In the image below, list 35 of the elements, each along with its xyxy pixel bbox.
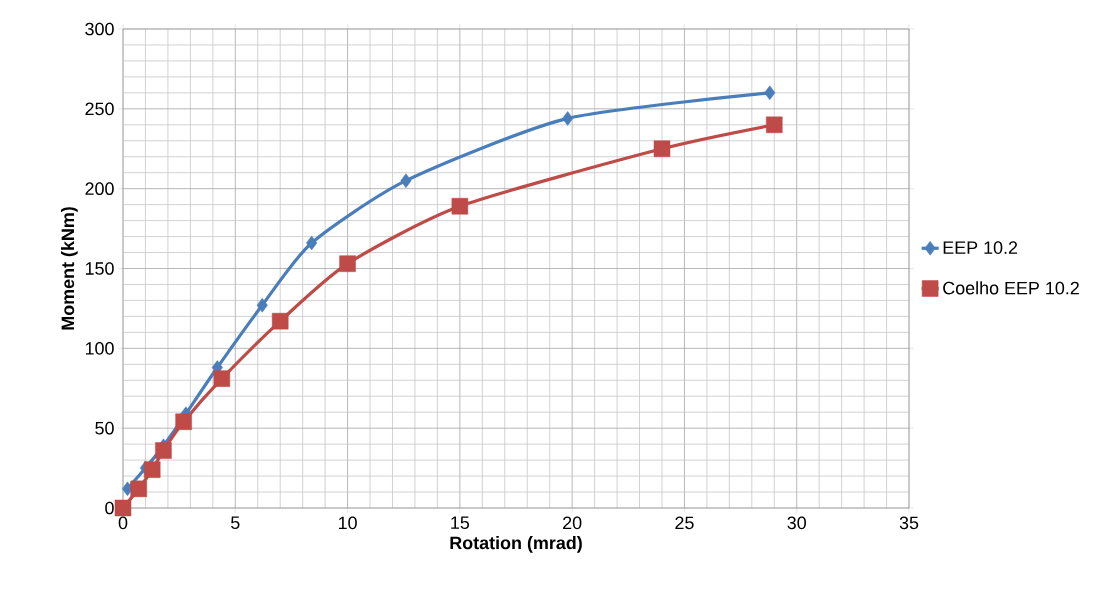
point <box>451 197 469 215</box>
y-tick-label: 200 <box>85 182 114 196</box>
point <box>764 85 776 101</box>
point <box>213 370 231 387</box>
y-axis-title: Moment (kNm) <box>61 207 78 330</box>
x-tick-label: 15 <box>451 516 470 530</box>
x-tick-label: 30 <box>787 516 806 530</box>
legend-label: Coelho EEP 10.2 <box>943 281 1079 295</box>
point <box>766 116 783 134</box>
y-tick-label: 150 <box>85 262 114 275</box>
point <box>155 442 172 459</box>
point <box>562 111 574 126</box>
point <box>400 173 412 188</box>
x-tick-label: 5 <box>231 516 240 530</box>
point <box>653 140 671 157</box>
x-axis-title: Rotation (mrad) <box>450 536 582 553</box>
y-tick-label: 250 <box>85 102 114 116</box>
point <box>271 312 289 330</box>
point <box>306 235 318 251</box>
x-tick-label: 20 <box>563 516 582 530</box>
point <box>339 255 356 272</box>
point <box>130 480 147 498</box>
point <box>114 499 132 517</box>
point <box>175 413 192 431</box>
x-tick-label: 35 <box>899 516 919 530</box>
x-tick-label: 0 <box>118 516 128 530</box>
x-tick-label: 25 <box>675 516 694 530</box>
y-tick-label: 100 <box>85 341 114 355</box>
y-tick-label: 0 <box>105 501 114 515</box>
legend-label: EEP 10.2 <box>943 241 1018 254</box>
y-tick-label: 50 <box>95 421 114 435</box>
x-tick-label: 10 <box>338 516 357 530</box>
y-tick-label: 300 <box>85 22 114 36</box>
point <box>143 461 161 478</box>
point <box>256 297 268 313</box>
